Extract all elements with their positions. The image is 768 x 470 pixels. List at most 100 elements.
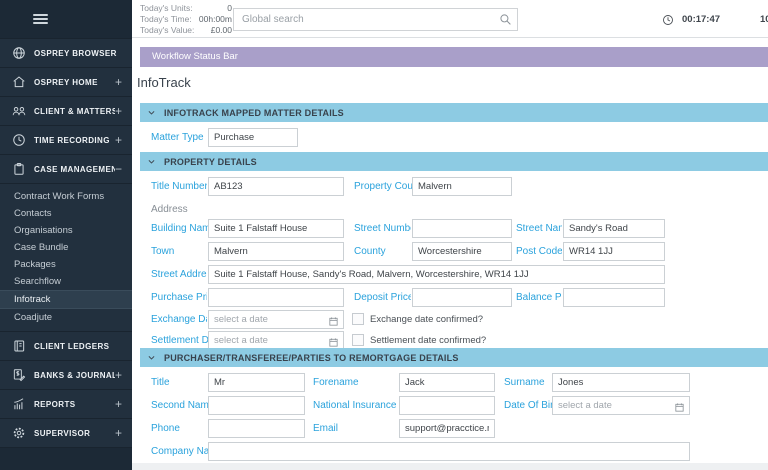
section-header-purchaser-details[interactable]: PURCHASER/TRANSFEREE/PARTIES TO REMORTGA… [140, 348, 768, 367]
gear-icon [12, 426, 26, 440]
sidebar-item-label: SUPERVISOR [34, 428, 91, 438]
second-name-input[interactable] [208, 396, 305, 415]
sidebar-item-banks-journals[interactable]: BANKS & JOURNALS + [0, 360, 132, 389]
surname-input[interactable] [552, 373, 690, 392]
sidebar-subitem-organisations[interactable]: Organisations [14, 225, 73, 236]
sidebar-item-label: OSPREY HOME [34, 77, 98, 87]
clock-area: 00:17:47 10 [658, 0, 768, 37]
sidebar-item-label: CLIENT & MATTERS [34, 106, 115, 116]
workflow-status-bar[interactable]: Workflow Status Bar [140, 47, 768, 67]
purchase-price-label: Purchase Price [151, 292, 207, 303]
global-search [233, 8, 518, 31]
section-title: INFOTRACK MAPPED MATTER DETAILS [164, 107, 344, 118]
clock-icon [12, 133, 26, 147]
exchange-confirmed-checkbox[interactable] [352, 313, 364, 325]
street-number-label: Street Number [354, 223, 411, 234]
balance-price-input[interactable] [563, 288, 665, 307]
title-number-input[interactable] [208, 177, 344, 196]
sidebar-item-reports[interactable]: REPORTS + [0, 389, 132, 418]
forename-label: Forename [313, 377, 359, 388]
calendar-icon[interactable] [328, 314, 339, 332]
email-input[interactable] [399, 419, 495, 438]
sidebar-subitem-case-bundle[interactable]: Case Bundle [14, 242, 69, 253]
town-label: Town [151, 246, 175, 257]
forename-input[interactable] [399, 373, 495, 392]
clipboard-icon [12, 162, 26, 176]
address-group-label: Address [151, 204, 188, 215]
company-name-input[interactable] [208, 442, 690, 461]
ni-number-input[interactable] [399, 396, 495, 415]
deposit-price-input[interactable] [412, 288, 512, 307]
expand-icon[interactable]: + [114, 368, 122, 382]
sidebar-item-label: CLIENT LEDGERS [34, 341, 110, 351]
hamburger-menu-icon[interactable] [33, 12, 48, 26]
street-name-input[interactable] [563, 219, 665, 238]
search-icon[interactable] [499, 13, 512, 31]
property-council-input[interactable] [412, 177, 512, 196]
street-address-input[interactable] [208, 265, 665, 284]
expand-icon[interactable]: + [114, 75, 122, 89]
phone-input[interactable] [208, 419, 305, 438]
main-content: Workflow Status Bar InfoTrack INFOTRACK … [132, 38, 768, 470]
sidebar-item-client-matters[interactable]: CLIENT & MATTERS + [0, 96, 132, 125]
county-input[interactable] [412, 242, 512, 261]
sidebar-item-case-management[interactable]: CASE MANAGEMENT − [0, 154, 132, 183]
sidebar-subitem-contacts[interactable]: Contacts [14, 208, 52, 219]
people-icon [12, 104, 26, 118]
sidebar-subitem-contract-work-forms[interactable]: Contract Work Forms [14, 191, 105, 202]
calendar-icon[interactable] [674, 400, 685, 418]
global-search-input[interactable] [233, 8, 518, 31]
chevron-down-icon [147, 157, 156, 166]
section-title: PURCHASER/TRANSFEREE/PARTIES TO REMORTGA… [164, 352, 459, 363]
section-header-property-details[interactable]: PROPERTY DETAILS [140, 152, 768, 171]
matter-type-input[interactable] [208, 128, 298, 147]
session-timer: 00:17:47 [682, 14, 721, 25]
surname-label: Surname [504, 377, 545, 388]
section-header-mapped-matter[interactable]: INFOTRACK MAPPED MATTER DETAILS [140, 103, 768, 122]
post-code-label: Post Code [516, 246, 562, 257]
expand-icon[interactable]: + [114, 133, 122, 147]
stat-value: £0.00 [210, 25, 232, 35]
date-truncated: 10 [760, 14, 768, 25]
matter-type-label: Matter Type [151, 132, 204, 143]
sidebar-item-osprey-browser[interactable]: OSPREY BROWSER [0, 38, 132, 67]
dob-input[interactable] [552, 396, 690, 415]
property-council-label: Property Council [354, 181, 428, 192]
settlement-confirmed-checkbox[interactable] [352, 334, 364, 346]
phone-label: Phone [151, 423, 180, 434]
email-label: Email [313, 423, 339, 434]
building-name-input[interactable] [208, 219, 344, 238]
bar-chart-icon [12, 397, 26, 411]
exchange-date-input[interactable] [208, 310, 344, 329]
town-input[interactable] [208, 242, 344, 261]
expand-icon[interactable]: + [114, 104, 122, 118]
page-title: InfoTrack [137, 75, 191, 90]
purchase-price-input[interactable] [208, 288, 344, 307]
sidebar-item-osprey-home[interactable]: OSPREY HOME + [0, 67, 132, 96]
home-icon [12, 75, 26, 89]
street-name-label: Street Name [516, 223, 562, 234]
expand-icon[interactable]: + [114, 426, 122, 440]
company-name-label: Company Name [151, 446, 213, 457]
sidebar-item-client-ledgers[interactable]: CLIENT LEDGERS [0, 331, 132, 360]
sidebar-subitem-coadjute[interactable]: Coadjute [14, 312, 53, 323]
sidebar-subitem-infotrack[interactable]: Infotrack [0, 290, 132, 309]
sidebar-header [0, 0, 132, 38]
street-address-label: Street Address [151, 269, 207, 280]
sidebar-subitem-packages[interactable]: Packages [14, 259, 56, 270]
collapse-icon[interactable]: − [114, 162, 122, 176]
person-title-input[interactable] [208, 373, 305, 392]
stat-label: Today's Value: [140, 25, 195, 35]
sidebar-subitem-searchflow[interactable]: Searchflow [14, 276, 61, 287]
exchange-confirmed-label: Exchange date confirmed? [370, 314, 484, 325]
sidebar-footer [0, 447, 132, 470]
post-code-input[interactable] [563, 242, 665, 261]
expand-icon[interactable]: + [114, 397, 122, 411]
title-number-label: Title Number [151, 181, 207, 192]
street-number-input[interactable] [412, 219, 512, 238]
sidebar-item-supervisor[interactable]: SUPERVISOR + [0, 418, 132, 447]
clock-icon [662, 13, 674, 31]
globe-icon [12, 46, 26, 60]
sidebar-item-time-recording[interactable]: TIME RECORDING + [0, 125, 132, 154]
calendar-icon[interactable] [328, 335, 339, 353]
